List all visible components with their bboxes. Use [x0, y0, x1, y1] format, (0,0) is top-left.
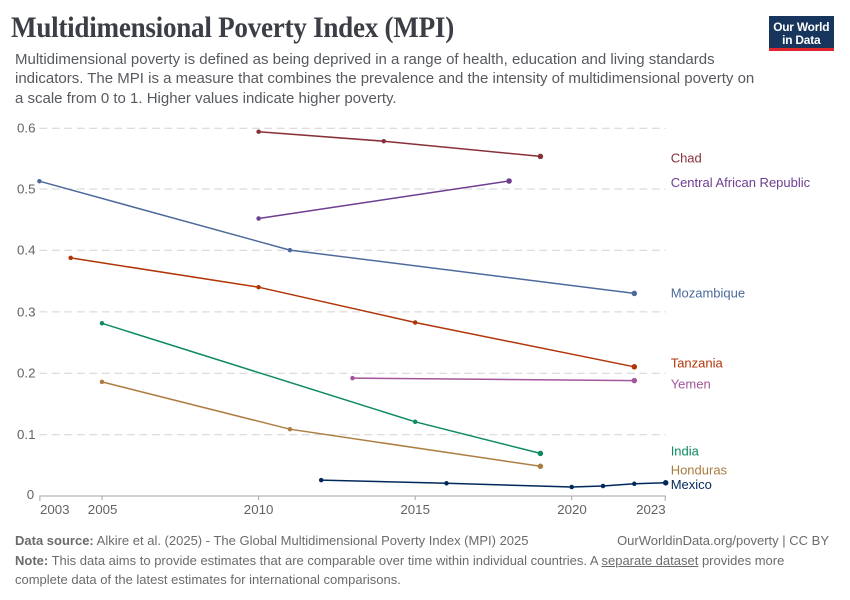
svg-text:India: India — [671, 444, 700, 459]
svg-text:0.1: 0.1 — [17, 427, 36, 442]
svg-text:2003: 2003 — [40, 502, 70, 517]
svg-text:2020: 2020 — [557, 502, 587, 517]
svg-text:Chad: Chad — [671, 150, 702, 165]
svg-text:Central African Republic: Central African Republic — [671, 175, 811, 190]
svg-text:0.3: 0.3 — [17, 304, 36, 319]
svg-text:Mozambique: Mozambique — [671, 285, 745, 300]
svg-text:0: 0 — [27, 487, 34, 502]
svg-text:2015: 2015 — [400, 502, 430, 517]
svg-text:2010: 2010 — [244, 502, 274, 517]
svg-text:Tanzania: Tanzania — [671, 356, 724, 371]
svg-text:0.2: 0.2 — [17, 366, 36, 381]
svg-text:2023: 2023 — [636, 502, 666, 517]
svg-text:Honduras: Honduras — [671, 462, 728, 477]
svg-text:2005: 2005 — [88, 502, 118, 517]
svg-text:Mexico: Mexico — [671, 477, 712, 492]
svg-text:0.4: 0.4 — [17, 243, 36, 258]
svg-text:Yemen: Yemen — [671, 376, 711, 391]
svg-text:0.6: 0.6 — [17, 121, 36, 136]
svg-text:0.5: 0.5 — [17, 181, 36, 196]
